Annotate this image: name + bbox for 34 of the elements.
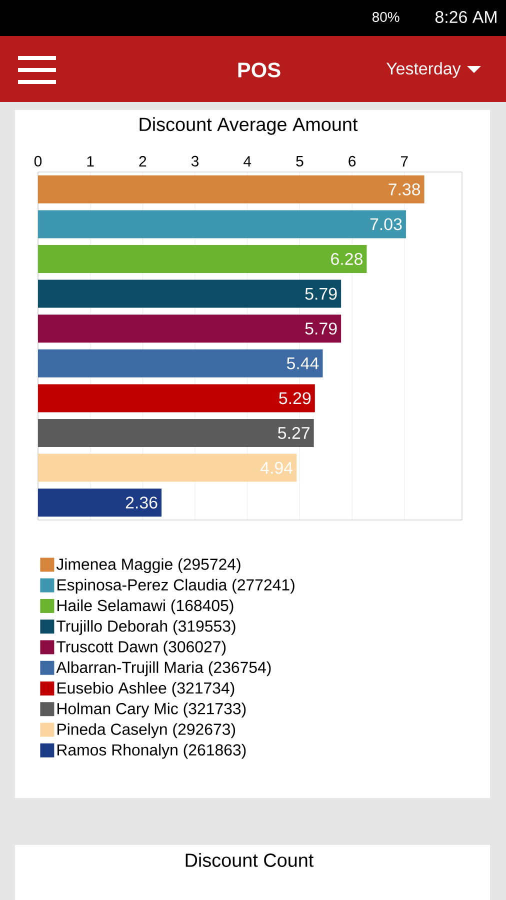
legend-label: Trujillo Deborah (319553) xyxy=(56,620,236,635)
data-label: 7.03 xyxy=(370,218,402,230)
legend-label: Albarran-Trujill Maria (236754) xyxy=(56,661,271,676)
data-label: 5.44 xyxy=(286,357,319,370)
x-tick-label: 0 xyxy=(34,156,42,166)
x-tick-label: 4 xyxy=(244,156,252,166)
legend-label: Eusebio Ashlee (321734) xyxy=(58,682,234,697)
legend-label: Pineda Caselyn (292673) xyxy=(58,723,236,738)
legend-label: Ramos Rhonalyn (261863) xyxy=(58,744,246,759)
legend-label: Haile Selamawi (168405) xyxy=(58,599,234,614)
legend-label: Espinosa-Perez Claudia (277241) xyxy=(58,578,294,594)
text: Discount Count xyxy=(186,853,314,867)
legend-label: Truscott Dawn (306027) xyxy=(56,640,226,656)
text: 80% xyxy=(372,12,400,22)
data-label: 5.79 xyxy=(305,322,337,335)
data-label: 5.29 xyxy=(279,392,311,404)
data-label: 2.36 xyxy=(126,496,158,509)
x-tick-label: 2 xyxy=(139,156,146,166)
text: 8:26 AM xyxy=(435,11,496,23)
legend-label: Jimenea Maggie (295724) xyxy=(56,558,240,574)
x-tick-label: 5 xyxy=(296,156,304,166)
data-label: 5.27 xyxy=(278,427,310,439)
text: POS xyxy=(238,62,280,78)
data-label: 6.28 xyxy=(331,253,362,265)
x-tick-label: 3 xyxy=(191,156,199,166)
legend-label: Holman Cary Mic (321733) xyxy=(58,702,246,718)
x-tick-label: 6 xyxy=(348,156,356,166)
x-tick-label: 1 xyxy=(87,156,94,166)
data-label: 4.94 xyxy=(260,462,293,474)
data-label: 5.79 xyxy=(305,288,337,300)
x-tick-label: 7 xyxy=(401,156,408,166)
chart-title: Discount Average Amount xyxy=(140,117,358,135)
text: Yesterday xyxy=(386,62,461,78)
data-label: 7.38 xyxy=(388,183,420,196)
